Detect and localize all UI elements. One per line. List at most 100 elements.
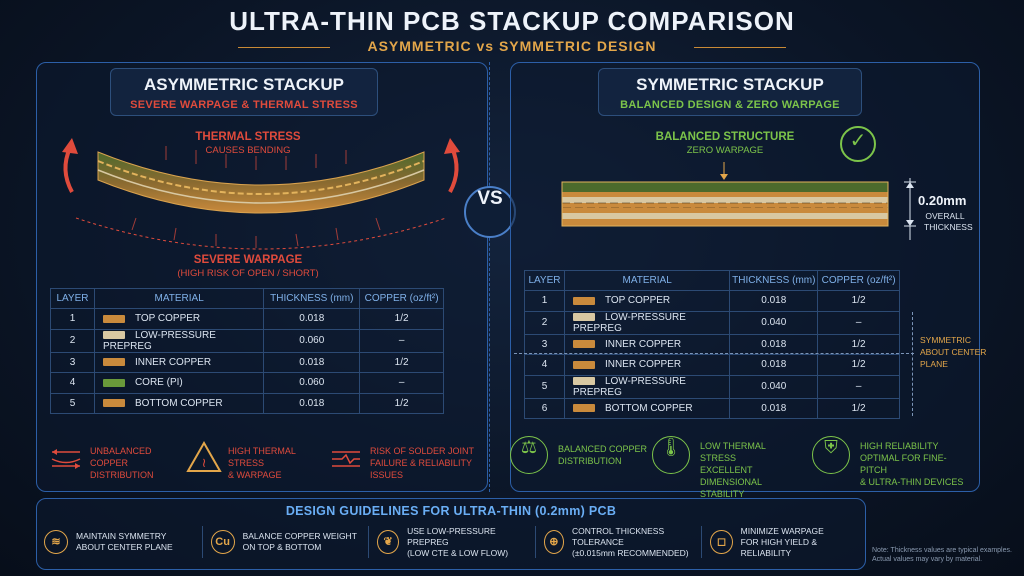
subtitle-rule-left (238, 47, 330, 48)
material-swatch (102, 330, 125, 339)
symmetric-note: SYMMETRIC ABOUT CENTER PLANE (920, 335, 987, 369)
guideline-separator (701, 526, 703, 558)
high-risk-label: (HIGH RISK OF OPEN / SHORT) (177, 268, 319, 279)
panel-divider (489, 62, 490, 492)
feature-thermal-low-text: LOW THERMAL STRESS EXCELLENT DIMENSIONAL S… (700, 441, 766, 499)
thermometer-icon: 🌡 (652, 436, 690, 474)
guideline-item: ◻ MINIMIZE WARPAGE FOR HIGH YIELD & RELIAB… (710, 526, 860, 559)
symmetric-header: SYMMETRIC STACKUP BALANCED DESIGN & ZERO… (598, 68, 862, 116)
material-name: LOW-PRESSURE PREPREG (572, 375, 686, 398)
layer-cell: 2 (50, 328, 95, 353)
table-row: 4 CORE (PI) 0.060– (50, 372, 444, 394)
table-row: 3 INNER COPPER 0.018 1/2 (50, 351, 444, 373)
material-swatch (572, 296, 595, 305)
asymmetric-heading: ASYMMETRIC STACKUP (144, 75, 344, 94)
square-icon: ◻ (710, 530, 733, 554)
layer-cell: 2 (524, 310, 565, 335)
guideline-separator (368, 526, 370, 558)
guideline-text: MAINTAIN SYMMETRY ABOUT CENTER PLANE (76, 531, 173, 552)
material-cell: INNER COPPER (563, 333, 731, 355)
material-cell: LOW-PRESSURE PREPREG (93, 328, 265, 353)
layer-cell: 3 (50, 351, 95, 373)
layer-cell: 1 (50, 308, 95, 330)
severe-warpage-label: SEVERE WARPAGE (193, 254, 303, 266)
page-title: ULTRA-THIN PCB STACKUP COMPARISON (229, 6, 795, 36)
material-swatch (572, 404, 595, 413)
material-name: LOW-PRESSURE PREPREG (572, 311, 686, 334)
check-circle-icon: ✓ (840, 126, 876, 162)
material-cell: INNER COPPER (563, 354, 731, 376)
col-layer: LAYER (50, 288, 95, 309)
copper-cell: – (359, 372, 444, 394)
material-name: BOTTOM COPPER (604, 402, 693, 414)
crack-icon (332, 451, 360, 467)
target-icon: ⊕ (543, 530, 565, 554)
copper-cell: 1/2 (817, 290, 900, 312)
symmetric-heading: SYMMETRIC STACKUP (636, 75, 824, 94)
col-thickness: THICKNESS (mm) (263, 288, 361, 309)
col-copper: COPPER (oz/ft²) (817, 270, 900, 291)
material-swatch (572, 312, 595, 321)
bend-arrow-right-icon (448, 147, 459, 193)
asymmetric-header: ASYMMETRIC STACKUP SEVERE WARPAGE & THER… (110, 68, 378, 116)
layer-cell: 3 (524, 333, 565, 355)
thickness-cell: 0.018 (729, 397, 819, 419)
col-thickness: THICKNESS (mm) (729, 270, 819, 291)
material-swatch (572, 376, 595, 385)
layer-cell: 6 (524, 397, 565, 419)
copper-cell: – (359, 328, 444, 353)
thickness-value: 0.20mm (918, 193, 967, 208)
guideline-text: CONTROL THICKNESS TOLERANCE (±0.015mm REC… (572, 525, 689, 558)
copper-cell: 1/2 (817, 354, 900, 376)
table-header-row: LAYER MATERIAL THICKNESS (mm) COPPER (oz… (50, 288, 444, 309)
col-material: MATERIAL (563, 270, 731, 291)
layer-cell: 1 (524, 290, 565, 312)
guidelines-row: ≋ MAINTAIN SYMMETRY ABOUT CENTER PLANE Cu BA… (44, 522, 860, 562)
thickness-cell: 0.040 (729, 374, 819, 399)
material-swatch (572, 360, 595, 369)
thickness-cell: 0.040 (729, 310, 819, 335)
layers-icon: ≋ (44, 530, 68, 554)
warped-board-illustration (62, 138, 460, 250)
material-cell: BOTTOM COPPER (563, 397, 731, 419)
col-copper: COPPER (oz/ft²) (359, 288, 444, 309)
zero-warpage-label: ZERO WARPAGE (686, 145, 764, 156)
material-swatch (102, 358, 125, 367)
guidelines-title: DESIGN GUIDELINES FOR ULTRA-THIN (0.2mm)… (285, 504, 617, 518)
unbalanced-arrows-icon (51, 449, 81, 469)
thickness-cell: 0.060 (263, 372, 361, 394)
layer-cell: 5 (50, 392, 95, 414)
table-row: 5 BOTTOM COPPER 0.018 1/2 (50, 392, 444, 414)
bend-arrow-left-icon (63, 147, 74, 193)
table-row: 6 BOTTOM COPPER 0.018 1/2 (524, 397, 900, 419)
material-name: INNER COPPER (134, 356, 212, 368)
thickness-cell: 0.060 (263, 328, 361, 353)
material-name: INNER COPPER (604, 338, 682, 350)
table-header-row: LAYER MATERIAL THICKNESS (mm) COPPER (oz… (524, 270, 900, 291)
symmetry-bracket (912, 312, 913, 416)
warning-icon: ≀ (186, 440, 222, 472)
copper-cell: 1/2 (359, 392, 444, 414)
col-layer: LAYER (524, 270, 565, 291)
material-cell: TOP COPPER (563, 290, 731, 312)
guideline-separator (534, 526, 536, 558)
material-cell: BOTTOM COPPER (93, 392, 265, 414)
material-cell: LOW-PRESSURE PREPREG (563, 374, 731, 399)
stress-arrows (131, 146, 381, 248)
guideline-item: ⊕ CONTROL THICKNESS TOLERANCE (±0.015mm RE… (543, 525, 694, 559)
material-name: CORE (PI) (134, 377, 183, 389)
table-row: 2 LOW-PRESSURE PREPREG 0.060– (50, 328, 444, 353)
thickness-caption: OVERALL THICKNESS (924, 211, 973, 232)
feature-thermal-text: HIGH THERMAL STRESS & WARPAGE (228, 446, 296, 480)
thickness-cell: 0.018 (729, 354, 819, 376)
flat-board-illustration (561, 162, 916, 240)
copper-cu-icon: Cu (210, 530, 235, 554)
leaf-icon: ❦ (377, 530, 400, 554)
material-name: TOP COPPER (604, 295, 671, 307)
table-row: 1 TOP COPPER 0.018 1/2 (524, 290, 900, 312)
table-row: 2 LOW-PRESSURE PREPREG 0.040– (524, 310, 900, 335)
table-row: 4 INNER COPPER 0.018 1/2 (524, 354, 900, 376)
feature-reliability-text: HIGH RELIABILITY OPTIMAL FOR FINE-PITCH & … (860, 441, 964, 487)
shield-check-icon: ⛨ (812, 436, 850, 474)
vs-badge: VS (464, 186, 516, 238)
